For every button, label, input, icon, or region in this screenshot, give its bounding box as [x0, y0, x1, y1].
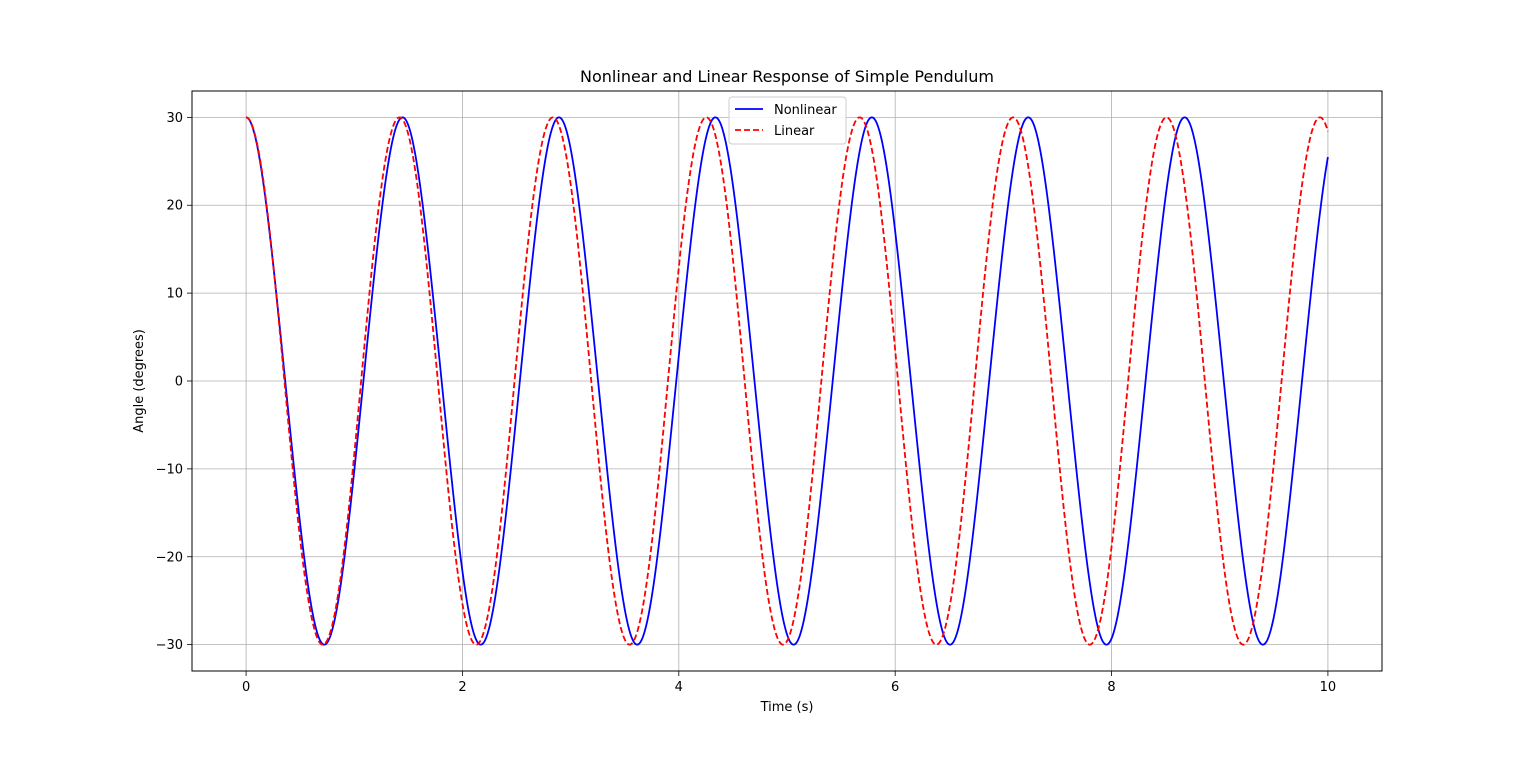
grid-layer — [192, 91, 1382, 671]
x-tick-label: 8 — [1107, 680, 1115, 695]
x-tick-label: 4 — [675, 680, 683, 695]
series-line-linear — [245, 116, 1329, 646]
y-axis-label: Angle (degrees) — [132, 329, 147, 433]
x-tick-label: 2 — [458, 680, 466, 695]
legend: Nonlinear Linear — [728, 96, 847, 145]
chart-title: Nonlinear and Linear Response of Simple … — [580, 67, 994, 86]
series-line-nonlinear — [245, 116, 1329, 646]
y-tick-label: −30 — [156, 638, 183, 653]
tick-layer: 0 2 4 6 8 10 −30 −20 −10 0 10 20 30 — [156, 111, 1337, 695]
y-tick-label: 0 — [175, 375, 183, 390]
y-tick-label: −20 — [156, 550, 183, 565]
y-tick-label: 30 — [166, 111, 183, 126]
y-tick-label: −10 — [156, 462, 183, 477]
y-tick-label: 10 — [166, 287, 183, 302]
y-tick-label: 20 — [166, 199, 183, 214]
x-axis-label: Time (s) — [760, 700, 814, 715]
x-tick-label: 6 — [891, 680, 899, 695]
series-layer — [245, 116, 1329, 646]
legend-label-nonlinear: Nonlinear — [774, 103, 837, 118]
legend-label-linear: Linear — [774, 124, 815, 139]
x-tick-label: 10 — [1320, 680, 1337, 695]
x-tick-label: 0 — [242, 680, 250, 695]
